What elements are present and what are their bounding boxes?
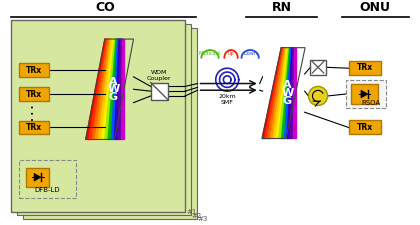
Text: Up: Up: [228, 51, 234, 56]
Polygon shape: [92, 39, 110, 140]
Polygon shape: [95, 39, 111, 140]
Circle shape: [308, 86, 328, 106]
FancyBboxPatch shape: [19, 63, 50, 77]
Text: CO: CO: [95, 1, 115, 14]
Text: RSOA: RSOA: [361, 101, 380, 106]
Polygon shape: [361, 90, 368, 98]
Polygon shape: [268, 48, 285, 139]
Polygon shape: [105, 39, 116, 140]
Text: • • •: • • •: [31, 105, 37, 122]
Bar: [151, 83, 168, 100]
Polygon shape: [114, 39, 121, 140]
Bar: [310, 60, 326, 75]
Text: G: G: [109, 92, 118, 102]
Text: WDM
Coupler: WDM Coupler: [147, 70, 172, 81]
Polygon shape: [111, 39, 119, 140]
Polygon shape: [290, 48, 294, 139]
Polygon shape: [282, 48, 291, 139]
Text: #2: #2: [192, 213, 202, 218]
Polygon shape: [34, 173, 41, 181]
FancyBboxPatch shape: [19, 87, 50, 101]
FancyBboxPatch shape: [349, 61, 381, 75]
Polygon shape: [118, 39, 122, 140]
Text: Down: Down: [243, 51, 257, 56]
FancyBboxPatch shape: [352, 84, 378, 104]
Bar: [11, 20, 185, 212]
Text: ONU: ONU: [360, 1, 391, 14]
Polygon shape: [287, 48, 293, 139]
FancyBboxPatch shape: [19, 121, 50, 134]
FancyBboxPatch shape: [26, 168, 50, 187]
Text: W: W: [281, 88, 294, 98]
Polygon shape: [293, 48, 296, 139]
Polygon shape: [270, 48, 286, 139]
Text: A: A: [109, 77, 118, 87]
Bar: [17, 24, 191, 216]
Text: G: G: [283, 96, 292, 106]
Polygon shape: [279, 48, 289, 139]
Text: #3: #3: [197, 216, 208, 222]
Polygon shape: [102, 39, 114, 140]
Text: TRx: TRx: [26, 123, 42, 132]
FancyBboxPatch shape: [349, 120, 381, 134]
Text: TRx: TRx: [357, 123, 373, 132]
Text: 20km
SMF: 20km SMF: [218, 94, 236, 105]
Bar: [346, 80, 386, 108]
Polygon shape: [276, 48, 289, 139]
Polygon shape: [265, 48, 284, 139]
Bar: [23, 28, 197, 219]
Polygon shape: [108, 39, 118, 140]
Text: TRx: TRx: [357, 63, 373, 72]
Polygon shape: [86, 39, 106, 140]
Text: TRx: TRx: [26, 90, 42, 99]
Text: TRx: TRx: [26, 66, 42, 75]
Text: DFB-LD: DFB-LD: [35, 187, 60, 194]
Bar: [19, 160, 76, 198]
Text: RN: RN: [272, 1, 292, 14]
Polygon shape: [262, 48, 282, 139]
Polygon shape: [121, 39, 124, 140]
Polygon shape: [273, 48, 287, 139]
Text: A: A: [283, 80, 292, 90]
Text: #1: #1: [186, 209, 197, 215]
Polygon shape: [98, 39, 113, 140]
Polygon shape: [89, 39, 108, 140]
Polygon shape: [284, 48, 292, 139]
Text: W: W: [108, 84, 120, 94]
Text: Multicast: Multicast: [199, 51, 221, 56]
